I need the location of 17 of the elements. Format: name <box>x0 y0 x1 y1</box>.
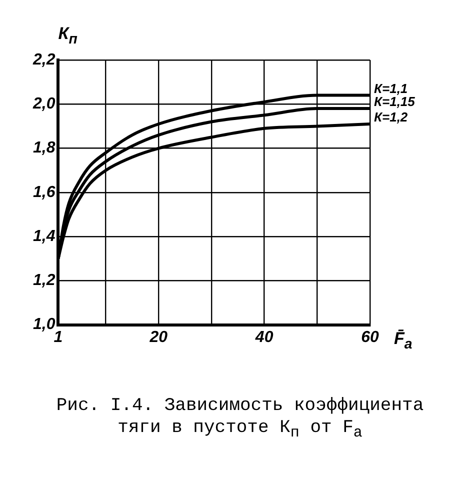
y-tick-label: 2,2 <box>32 51 56 68</box>
series-label: К=1,1 <box>374 80 408 96</box>
y-axis-title: К$_{п}$ <box>58 24 78 48</box>
y-tick-label: 1,2 <box>32 272 56 290</box>
y-tick-label: 1,4 <box>32 228 56 245</box>
x-axis-title: F̄$_{a}$ <box>394 328 412 352</box>
series-label: К=1,2 <box>374 110 408 125</box>
y-tick-label: 2,0 <box>32 96 56 113</box>
y-tick-label: 1,0 <box>32 316 56 334</box>
x-tick-label: 1 <box>54 328 63 346</box>
x-tick-label: 60 <box>361 328 379 346</box>
y-tick-label: 1,8 <box>32 140 56 157</box>
text: Рис. I.4. Зависимость коэффициента тяги в пустоте К$_{п}$ от F$_{a}$ <box>55 395 425 444</box>
x-tick-label: 40 <box>254 328 274 346</box>
x-tick-label: 20 <box>148 328 168 346</box>
y-tick-label: 1,6 <box>32 184 56 201</box>
series-label: К=1,15 <box>374 94 416 110</box>
